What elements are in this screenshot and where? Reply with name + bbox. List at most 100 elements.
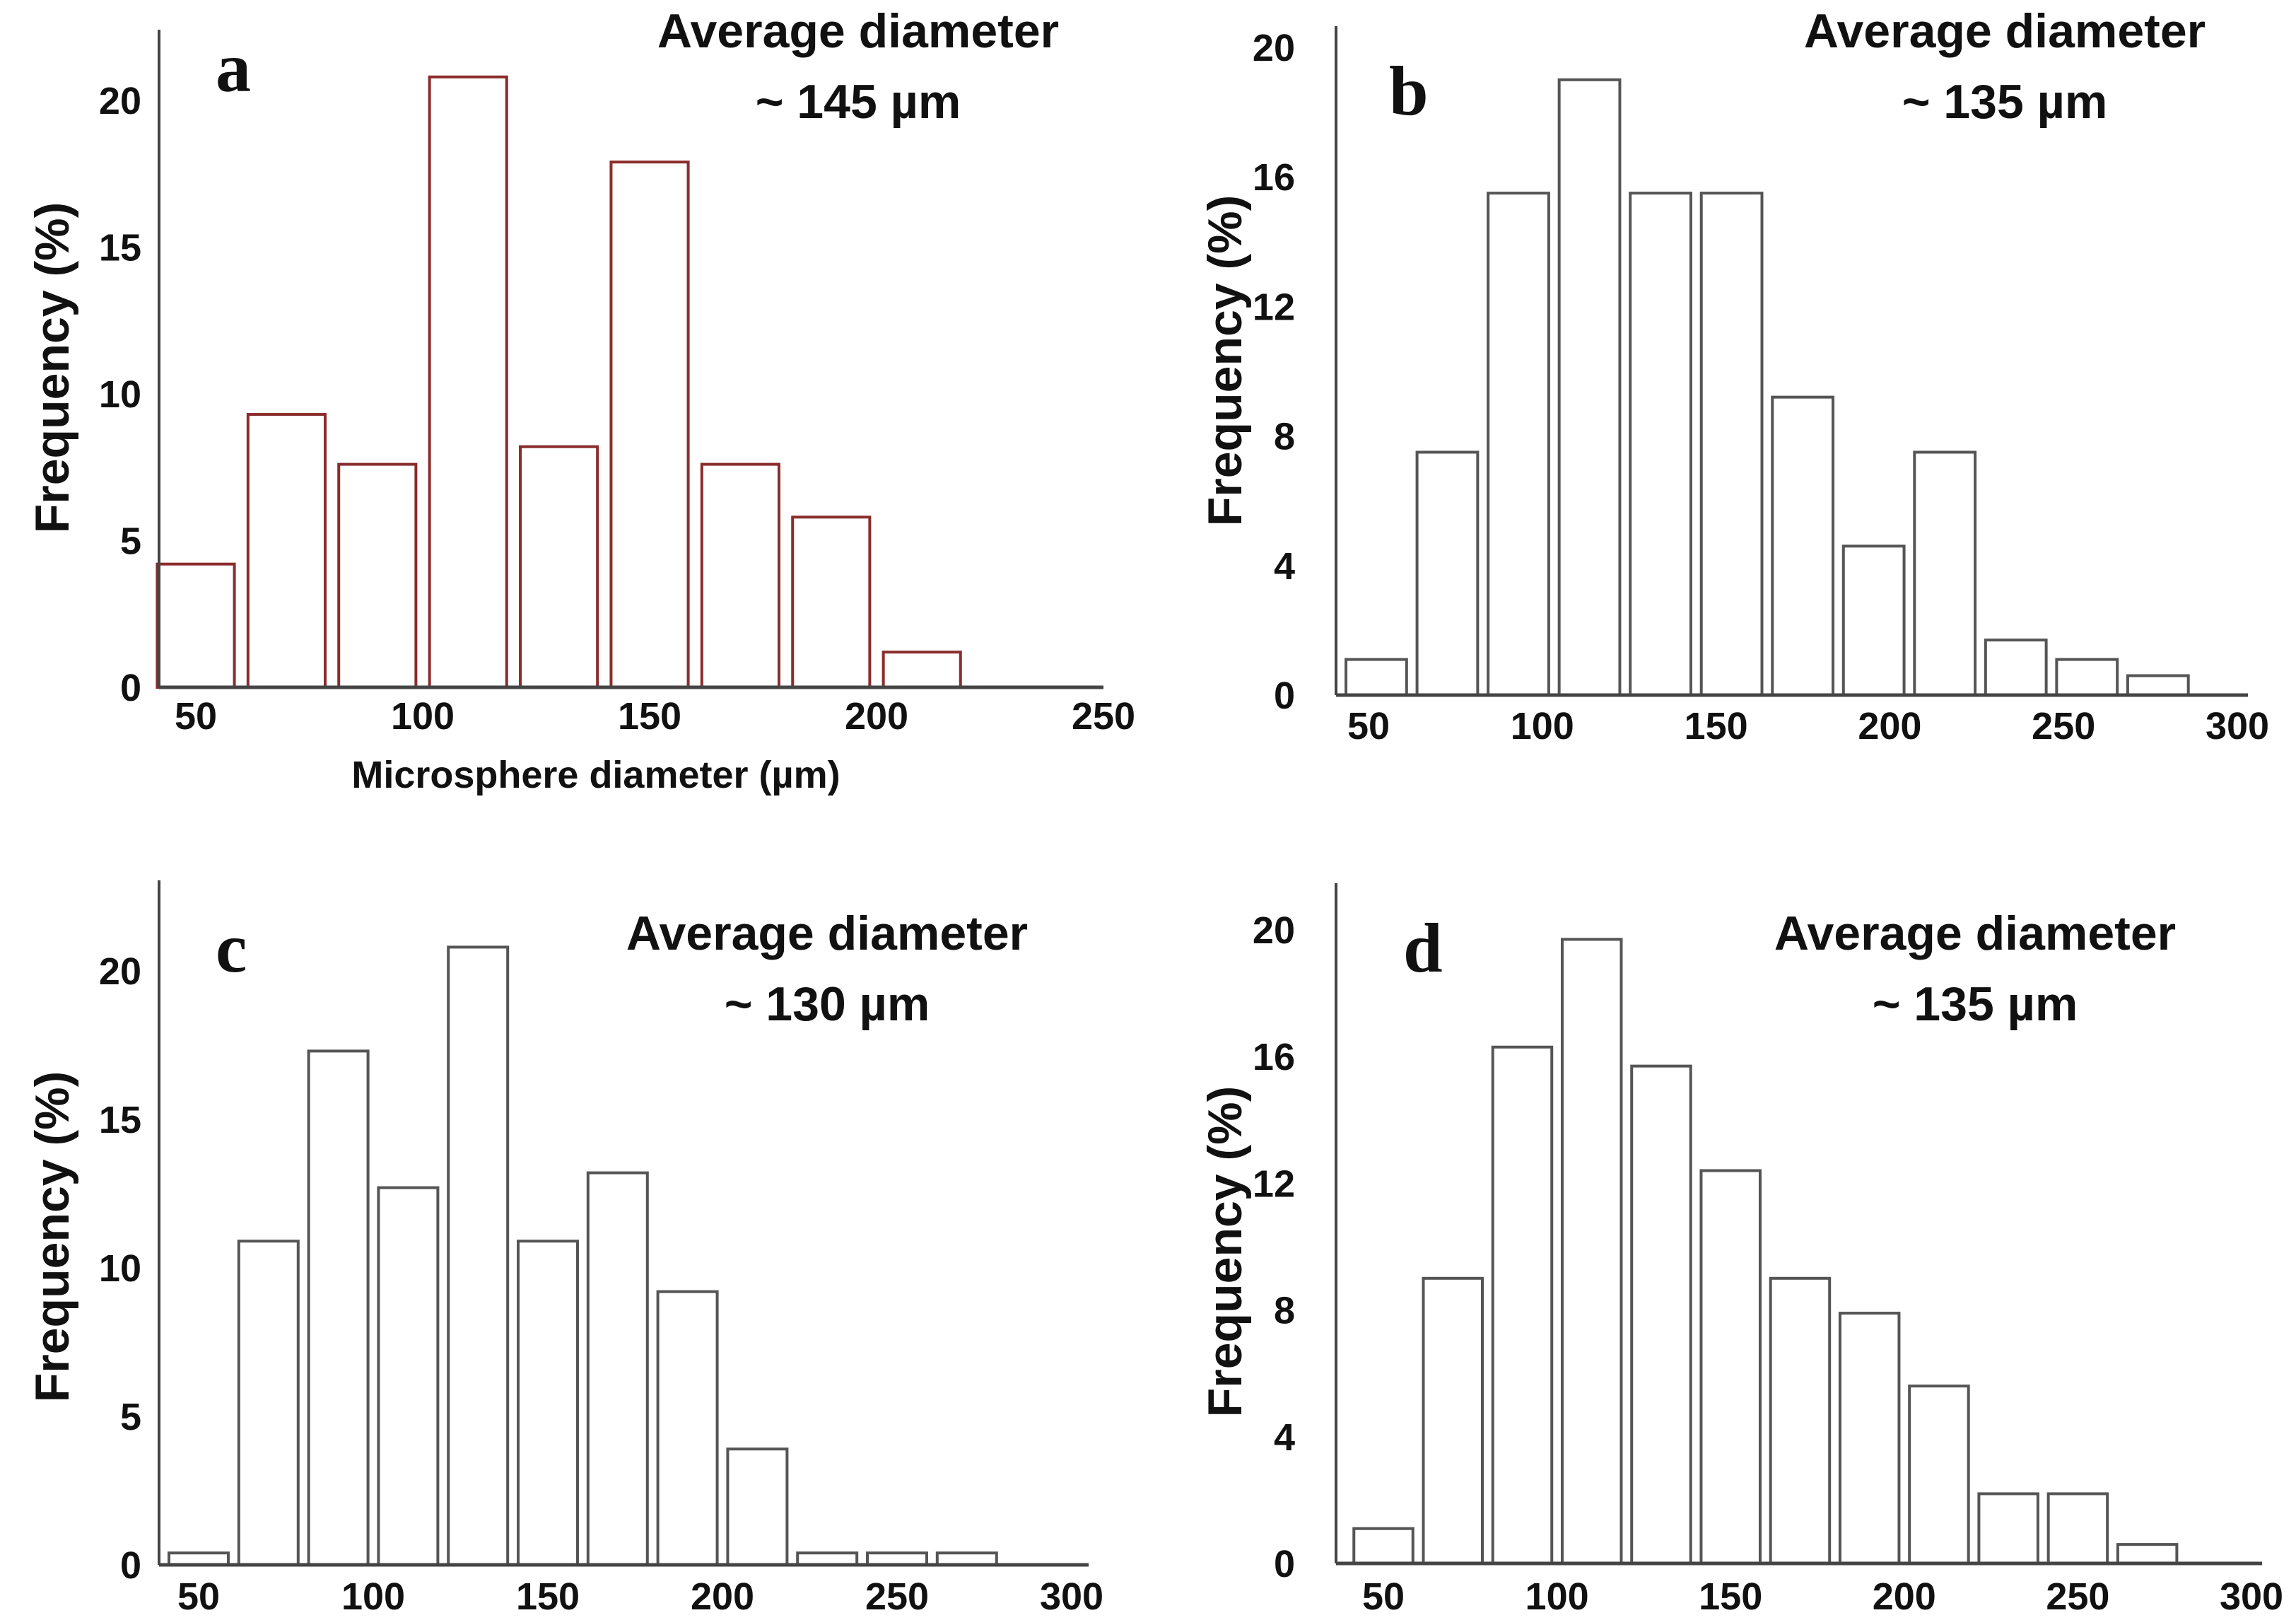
histogram-bar bbox=[377, 1186, 440, 1566]
x-tick-label: 300 bbox=[2220, 1575, 2283, 1618]
histogram-bar bbox=[1771, 395, 1835, 697]
chart-title: Average diameter bbox=[626, 907, 1028, 960]
y-tick-label: 4 bbox=[1274, 1416, 1295, 1459]
y-tick-label: 8 bbox=[1274, 1290, 1295, 1332]
y-tick-label: 16 bbox=[1253, 1036, 1295, 1078]
histogram-bar bbox=[1629, 192, 1692, 697]
histogram-bar bbox=[791, 515, 872, 689]
x-tick-label: 250 bbox=[2032, 705, 2095, 747]
panel-a: 0 5 10 15 20 50 100 150 200 250 Frequency (%) Micro… bbox=[25, 4, 1135, 796]
y-tick-label: 10 bbox=[99, 373, 141, 416]
x-tick-label: 150 bbox=[516, 1575, 580, 1618]
x-tick-label: 100 bbox=[341, 1575, 405, 1618]
histogram-bar bbox=[1838, 1312, 1901, 1565]
histogram-bar bbox=[1699, 1169, 1762, 1565]
y-tick-label: 4 bbox=[1274, 545, 1295, 588]
x-tick-label: 100 bbox=[391, 695, 455, 738]
y-tick-label: 5 bbox=[120, 1396, 141, 1438]
x-tick-label: 100 bbox=[1511, 705, 1574, 747]
histogram-bar bbox=[1913, 450, 1977, 697]
panel-c: 0 5 10 15 20 50 100 150 200 250 300 Frequency (%) Av… bbox=[25, 880, 1103, 1618]
y-axis-label: Frequency (%) bbox=[1198, 1086, 1252, 1418]
x-axis-label: Microsphere diameter (µm) bbox=[351, 754, 840, 796]
histogram-bar bbox=[1345, 658, 1408, 697]
histogram-bar bbox=[1352, 1527, 1414, 1565]
y-tick-label: 10 bbox=[99, 1247, 141, 1290]
histogram-bar bbox=[1560, 938, 1623, 1565]
x-tick-label: 150 bbox=[1685, 705, 1748, 747]
y-tick-label: 5 bbox=[120, 520, 141, 563]
panel-b: 0 4 8 12 16 20 50 100 150 200 250 300 Frequency (%) A… bbox=[1198, 4, 2269, 747]
y-tick-label: 15 bbox=[99, 227, 141, 269]
histogram-bar bbox=[517, 1240, 579, 1566]
histogram-bar bbox=[1841, 544, 1906, 697]
x-tick-label: 50 bbox=[1362, 1575, 1405, 1618]
y-tick-label: 0 bbox=[1274, 1543, 1295, 1585]
chart-title: Average diameter bbox=[1774, 907, 2176, 960]
histogram-bar bbox=[1415, 450, 1480, 697]
panel-d: 0 4 8 12 16 20 50 100 150 200 250 300 Frequency (%) A… bbox=[1198, 883, 2283, 1618]
histogram-bar bbox=[1487, 192, 1550, 697]
histogram-bar bbox=[2046, 1492, 2109, 1565]
x-tick-label: 50 bbox=[1347, 705, 1390, 747]
x-tick-label: 50 bbox=[177, 1575, 220, 1618]
x-tick-label: 200 bbox=[845, 695, 908, 738]
histogram-bar bbox=[2055, 658, 2119, 697]
histogram-bar bbox=[1630, 1064, 1692, 1565]
histogram-bar bbox=[246, 413, 327, 689]
chart-title: Average diameter bbox=[657, 4, 1059, 58]
x-tick-label: 250 bbox=[865, 1575, 929, 1618]
histogram-bar bbox=[1491, 1045, 1554, 1565]
y-tick-label: 20 bbox=[1253, 27, 1295, 69]
y-tick-label: 12 bbox=[1253, 1162, 1295, 1205]
histogram-bar bbox=[2116, 1543, 2179, 1566]
y-tick-label: 0 bbox=[120, 1544, 141, 1587]
x-tick-label: 200 bbox=[691, 1575, 754, 1618]
histogram-bar bbox=[1557, 78, 1622, 697]
histogram-bar bbox=[428, 75, 508, 689]
y-tick-label: 0 bbox=[120, 667, 141, 709]
chart-subtitle: ~ 135 µm bbox=[1873, 977, 2078, 1031]
chart-subtitle: ~ 145 µm bbox=[756, 75, 961, 129]
x-tick-label: 150 bbox=[618, 695, 681, 738]
histogram-bar bbox=[447, 945, 510, 1566]
histogram-bar bbox=[882, 651, 962, 689]
y-axis-label: Frequency (%) bbox=[25, 202, 79, 534]
histogram-bar bbox=[609, 161, 690, 689]
histogram-bar bbox=[1699, 192, 1764, 697]
y-axis-label: Frequency (%) bbox=[1198, 195, 1252, 527]
y-tick-label: 0 bbox=[1274, 675, 1295, 717]
x-tick-label: 200 bbox=[1858, 705, 1921, 747]
histogram-bar bbox=[156, 562, 236, 689]
x-tick-label: 300 bbox=[1040, 1575, 1103, 1618]
x-tick-label: 200 bbox=[1873, 1575, 1936, 1618]
chart-subtitle: ~ 135 µm bbox=[1902, 75, 2108, 129]
histogram-bar bbox=[866, 1551, 928, 1566]
chart-title: Average diameter bbox=[1804, 4, 2206, 58]
histogram-bar bbox=[586, 1171, 649, 1566]
x-tick-label: 250 bbox=[1072, 695, 1135, 738]
histogram-bar bbox=[337, 462, 418, 689]
histogram-bar bbox=[2126, 674, 2190, 697]
histogram-bar bbox=[237, 1240, 300, 1566]
histogram-bar bbox=[168, 1551, 230, 1566]
y-tick-label: 20 bbox=[99, 950, 141, 993]
histogram-bar bbox=[796, 1551, 859, 1566]
histogram-bar bbox=[656, 1290, 719, 1566]
chart-subtitle: ~ 130 µm bbox=[725, 977, 930, 1031]
histogram-bar bbox=[1977, 1492, 2039, 1565]
x-tick-label: 150 bbox=[1699, 1575, 1762, 1618]
y-axis-label: Frequency (%) bbox=[25, 1071, 79, 1403]
y-tick-label: 12 bbox=[1253, 286, 1295, 328]
histogram-bar bbox=[1984, 639, 2048, 697]
panel-letter: a bbox=[216, 28, 251, 107]
y-tick-label: 8 bbox=[1274, 416, 1295, 458]
x-tick-label: 50 bbox=[175, 695, 217, 738]
y-tick-label: 15 bbox=[99, 1099, 141, 1141]
histogram-bar bbox=[307, 1049, 370, 1566]
y-tick-label: 20 bbox=[99, 80, 141, 122]
histogram-bar bbox=[1908, 1385, 1970, 1565]
panel-letter: c bbox=[216, 909, 247, 987]
x-tick-label: 250 bbox=[2046, 1575, 2109, 1618]
